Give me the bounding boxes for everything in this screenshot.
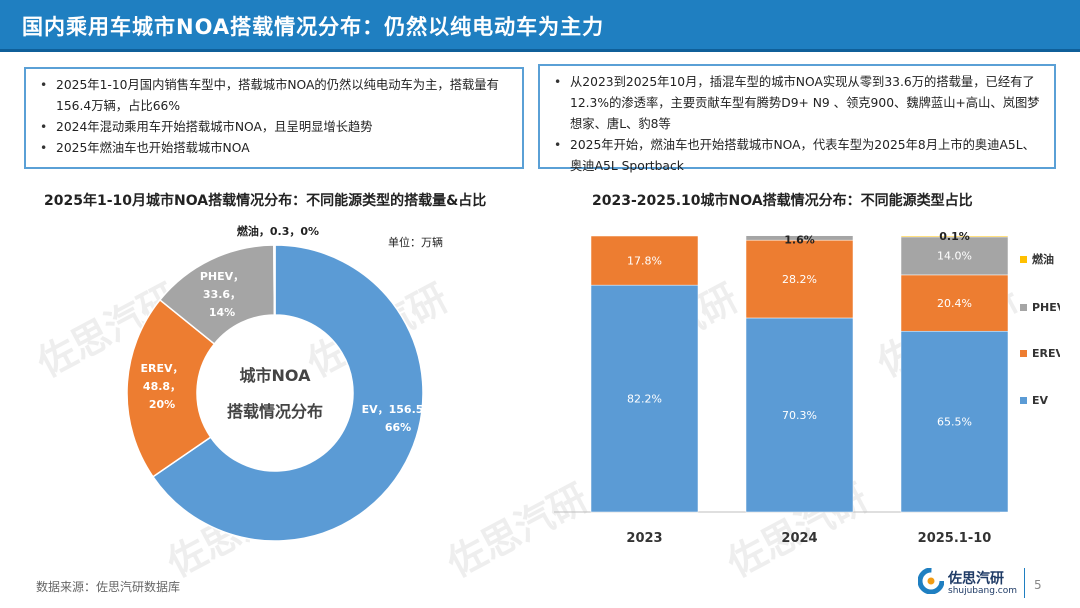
legend-swatch — [1020, 350, 1027, 357]
title-underline — [0, 49, 1080, 52]
logo-icon — [918, 568, 944, 594]
donut-chart: EV，156.5， 66% EREV， 48.8， 20% PHEV， 33.6， 14% 燃油… — [126, 224, 435, 542]
donut-data-label: 燃油，0.3，0% — [236, 224, 319, 238]
bar-segment-EV — [745, 317, 854, 513]
donut-center-label: 搭载情况分布 — [227, 402, 323, 421]
bar-segment-燃油 — [900, 235, 1009, 238]
note-item: 2024年混动乘用车开始搭载城市NOA，且呈明显增长趋势 — [38, 117, 512, 138]
donut-data-label: EV，156.5， 66% — [362, 403, 435, 434]
bar-chart-title: 2023-2025.10城市NOA搭载情况分布：不同能源类型占比 — [592, 193, 973, 209]
notes-left-box: 2025年1-10月国内销售车型中，搭载城市NOA的仍然以纯电动车为主，搭载量有… — [24, 67, 524, 169]
bar-segment-EV — [590, 284, 699, 513]
page-title: 国内乘用车城市NOA搭载情况分布：仍然以纯电动车为主力 — [22, 15, 605, 39]
logo-name: 佐思汽研 — [948, 571, 1004, 587]
legend-label: 燃油 — [1031, 252, 1054, 266]
logo-url: shujubang.com — [948, 586, 1018, 596]
x-tick-label: 2025.1-10 — [918, 531, 992, 546]
bar-data-label: 17.8% — [627, 255, 662, 268]
bar-data-label: 65.5% — [937, 416, 972, 429]
footer-divider — [1024, 568, 1025, 598]
brand-logo: 佐思汽研 shujubang.com — [918, 566, 1018, 600]
x-tick-label: 2024 — [781, 531, 817, 546]
bar-data-label: 0.1% — [939, 230, 970, 243]
legend-label: EV — [1032, 394, 1049, 407]
bar-data-label: 70.3% — [782, 409, 817, 422]
x-tick-label: 2023 — [626, 531, 662, 546]
bar-segment-EREV — [900, 274, 1009, 332]
legend-label: EREV — [1032, 347, 1060, 360]
bar-segment-EREV — [745, 239, 854, 319]
bar-segment-PHEV — [745, 235, 854, 241]
bar-data-label: 1.6% — [784, 234, 815, 247]
legend-item-燃油: 燃油 — [1020, 252, 1054, 266]
legend-item-PHEV: PHEV — [1020, 301, 1060, 314]
bar-segment-EREV — [590, 235, 699, 286]
legend-item-EV: EV — [1020, 394, 1049, 407]
unit-label: 单位：万辆 — [388, 236, 443, 249]
legend-swatch — [1020, 304, 1027, 311]
donut-slice-EV — [151, 244, 424, 542]
data-source: 数据来源：佐思汽研数据库 — [36, 580, 181, 594]
page-number: 5 — [1034, 578, 1042, 592]
note-item: 2025年1-10月国内销售车型中，搭载城市NOA的仍然以纯电动车为主，搭载量有… — [38, 75, 512, 117]
note-item: 从2023到2025年10月，插混车型的城市NOA实现从零到33.6万的搭载量，… — [552, 72, 1044, 135]
donut-slice-EREV — [126, 298, 216, 478]
donut-slice-燃油 — [273, 244, 276, 316]
bar-segment-EV — [900, 330, 1009, 513]
notes-right-box: 从2023到2025年10月，插混车型的城市NOA实现从零到33.6万的搭载量，… — [538, 64, 1056, 173]
title-bar: 国内乘用车城市NOA搭载情况分布：仍然以纯电动车为主力 — [0, 0, 1080, 52]
bar-segment-PHEV — [900, 236, 1009, 276]
donut-data-label: PHEV， 33.6， 14% — [200, 270, 244, 319]
legend-item-EREV: EREV — [1020, 347, 1060, 360]
bar-data-label: 14.0% — [937, 250, 972, 263]
note-item: 2025年开始，燃油车也开始搭载城市NOA，代表车型为2025年8月上市的奥迪A… — [552, 135, 1044, 177]
donut-data-label: EREV， 48.8， 20% — [140, 362, 183, 411]
donut-chart-title: 2025年1-10月城市NOA搭载情况分布：不同能源类型的搭载量&占比 — [44, 193, 487, 209]
legend-swatch — [1020, 256, 1027, 263]
bar-data-label: 20.4% — [937, 297, 972, 310]
donut-center-label: 城市NOA — [240, 366, 312, 385]
bar-data-label: 28.2% — [782, 273, 817, 286]
legend-label: PHEV — [1032, 301, 1060, 314]
bar-data-label: 82.2% — [627, 393, 662, 406]
legend-swatch — [1020, 397, 1027, 404]
note-item: 2025年燃油车也开始搭载城市NOA — [38, 138, 512, 159]
stacked-bar-chart: 82.2% 17.8% 2023 70.3% 28.2% 1.6% 2024 65.5% 20.… — [554, 230, 1060, 546]
